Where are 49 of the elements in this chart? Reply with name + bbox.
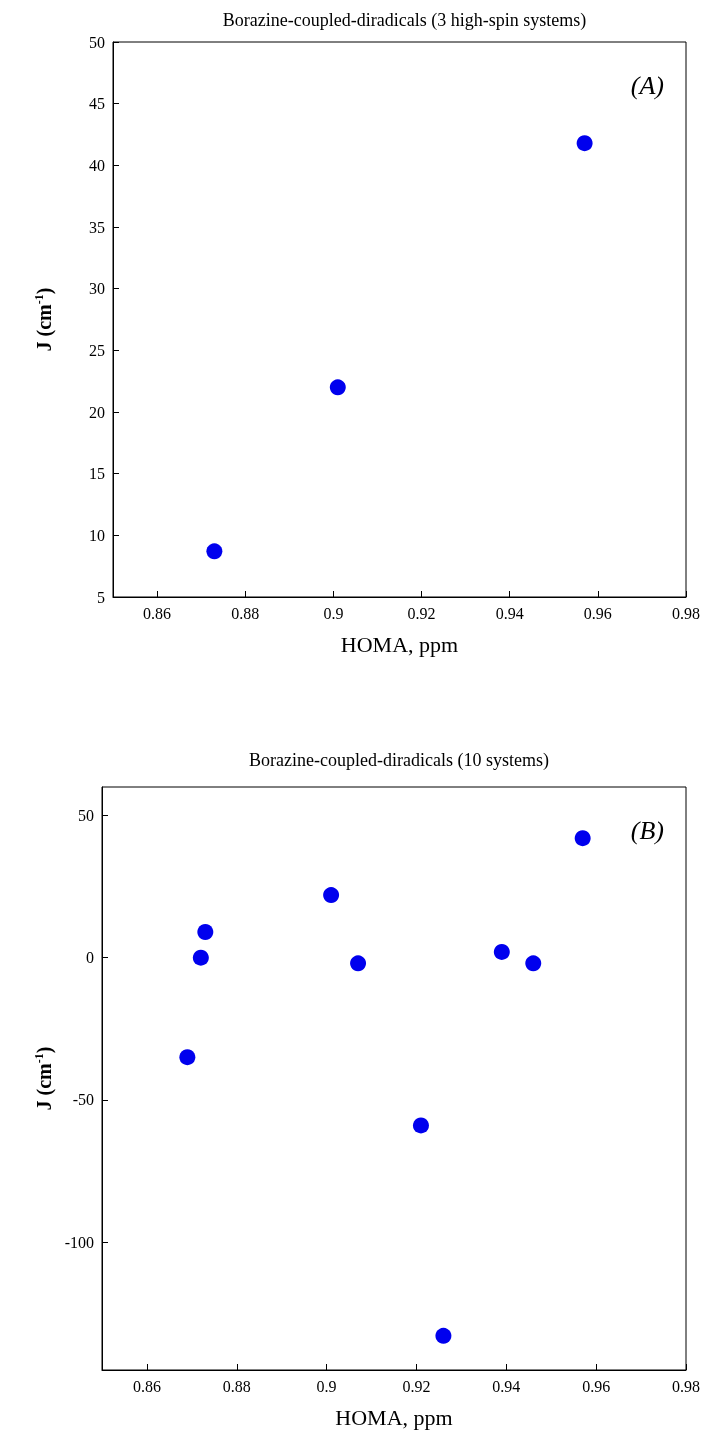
x-tick-label: 0.86	[132, 1377, 161, 1395]
annotation: (B)	[630, 815, 664, 845]
point	[197, 924, 214, 941]
point	[206, 543, 223, 560]
y-tick-label: 20	[89, 403, 105, 421]
y-tick-label: -100	[64, 1233, 94, 1251]
point	[179, 1049, 196, 1066]
y-tick-label: 45	[89, 95, 105, 113]
y-axis-title: J (cm-1)	[32, 287, 56, 352]
y-tick-label: 30	[89, 280, 105, 298]
point	[574, 830, 591, 847]
y-tick-label: 50	[89, 33, 105, 51]
x-tick-label: 0.94	[495, 604, 524, 622]
x-axis-title: HOMA, ppm	[340, 631, 459, 657]
x-axis-title: HOMA, ppm	[335, 1404, 453, 1430]
y-tick-label: 5	[97, 588, 105, 606]
x-tick-label: 0.96	[583, 604, 612, 622]
x-tick-label: 0.92	[402, 1377, 431, 1395]
point	[525, 955, 542, 972]
x-tick-label: 0.88	[231, 604, 260, 622]
y-tick-label: 50	[78, 806, 94, 824]
x-tick-label: 0.88	[222, 1377, 251, 1395]
point	[435, 1327, 452, 1344]
y-tick-label: 15	[89, 465, 105, 483]
point	[192, 949, 209, 966]
chart-title: Borazine-coupled-diradicals (10 systems)	[249, 750, 549, 771]
y-tick-label: 40	[89, 156, 105, 174]
x-tick-label: 0.9	[323, 604, 344, 622]
y-axis-title: J (cm-1)	[31, 1046, 56, 1111]
point	[576, 135, 593, 152]
x-tick-label: 0.86	[143, 604, 172, 622]
x-tick-label: 0.96	[582, 1377, 611, 1395]
point	[350, 955, 367, 972]
y-tick-label: 10	[89, 526, 105, 544]
x-tick-label: 0.9	[316, 1377, 337, 1395]
chart-title: Borazine-coupled-diradicals (3 high-spin systems)	[222, 10, 587, 31]
y-tick-label: 0	[86, 949, 94, 967]
x-tick-label: 0.92	[407, 604, 436, 622]
y-tick-label: 25	[89, 341, 105, 359]
point	[412, 1117, 429, 1134]
y-tick-label: 35	[89, 218, 105, 236]
annotation: (A)	[630, 70, 664, 100]
point	[493, 943, 510, 960]
point	[323, 887, 340, 904]
y-tick-label: -50	[72, 1091, 94, 1109]
point	[329, 379, 346, 396]
x-tick-label: 0.98	[672, 604, 700, 622]
x-tick-label: 0.94	[492, 1377, 521, 1395]
x-tick-label: 0.98	[672, 1377, 700, 1395]
